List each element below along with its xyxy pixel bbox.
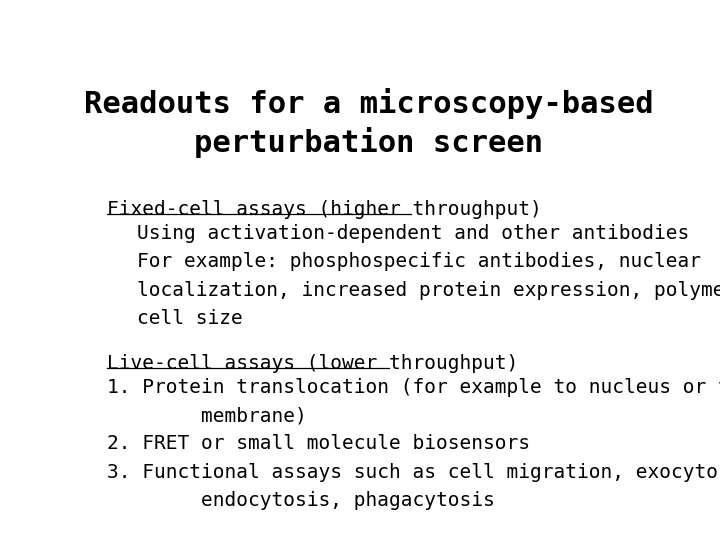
Text: cell size: cell size <box>138 309 243 328</box>
Text: localization, increased protein expression, polymerized actin,: localization, increased protein expressi… <box>138 281 720 300</box>
Text: Fixed-cell assays (higher throughput): Fixed-cell assays (higher throughput) <box>107 200 541 219</box>
Text: Readouts for a microscopy-based
perturbation screen: Readouts for a microscopy-based perturba… <box>84 87 654 158</box>
Text: 1. Protein translocation (for example to nucleus or to plasma: 1. Protein translocation (for example to… <box>107 378 720 397</box>
Text: endocytosis, phagacytosis: endocytosis, phagacytosis <box>107 491 495 510</box>
Text: 3. Functional assays such as cell migration, exocytosis-: 3. Functional assays such as cell migrat… <box>107 463 720 482</box>
Text: Live-cell assays (lower throughput): Live-cell assays (lower throughput) <box>107 354 518 373</box>
Text: Using activation-dependent and other antibodies: Using activation-dependent and other ant… <box>138 224 690 243</box>
Text: 2. FRET or small molecule biosensors: 2. FRET or small molecule biosensors <box>107 435 530 454</box>
Text: membrane): membrane) <box>107 406 307 425</box>
Text: For example: phosphospecific antibodies, nuclear: For example: phosphospecific antibodies,… <box>138 252 701 271</box>
